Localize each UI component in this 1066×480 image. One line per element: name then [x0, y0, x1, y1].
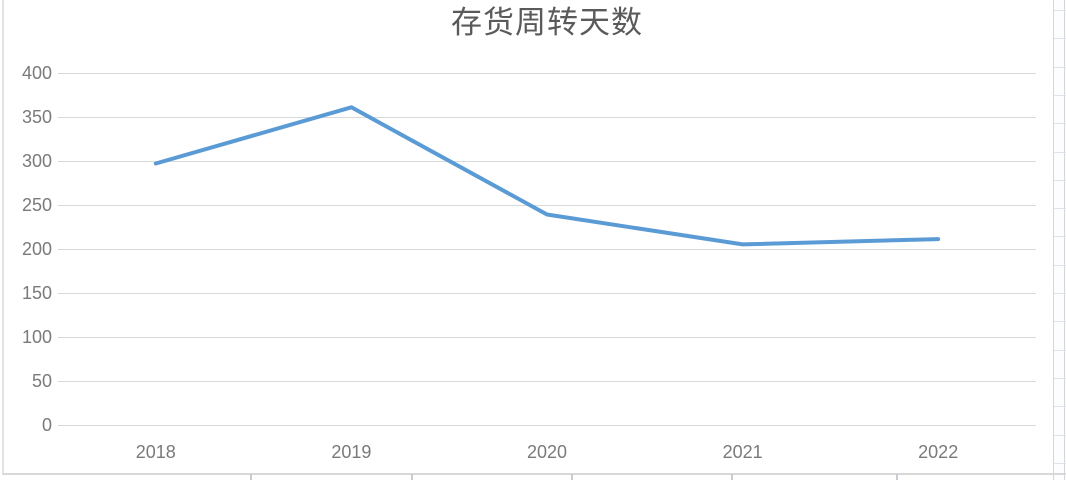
gridline [58, 424, 1036, 426]
sheet-row-line [1054, 435, 1066, 436]
y-axis-tick-label: 300 [21, 150, 52, 171]
x-axis-tick-label: 2021 [722, 442, 763, 462]
sheet-row-line [1054, 95, 1066, 96]
sheet-row-line [1054, 463, 1066, 464]
y-axis-tick-label: 150 [21, 282, 52, 303]
sheet-right-strip[interactable] [1053, 0, 1066, 480]
sheet-column-line [896, 474, 898, 480]
x-axis-tick-label: 2019 [331, 442, 372, 462]
sheet-row-line [1054, 123, 1066, 124]
chart-title: 存货周转天数 [451, 5, 643, 41]
sheet-row-line [1054, 265, 1066, 266]
sheet-row-line [1054, 293, 1066, 294]
sheet-vertical-line [1064, 0, 1065, 480]
y-axis-tick-label: 0 [41, 414, 52, 435]
chart-left-border [2, 0, 4, 473]
sheet-column-line [571, 474, 573, 480]
sheet-column-line [731, 474, 733, 480]
gridline [58, 336, 1036, 338]
sheet-row-line [1054, 67, 1066, 68]
sheet-bottom-line [2, 473, 1066, 475]
sheet-row-line [1054, 350, 1066, 351]
sheet-row-line [1054, 321, 1066, 322]
y-axis-tick-label: 400 [21, 63, 52, 83]
sheet-row-line [1054, 10, 1066, 11]
sheet-row-line [1054, 208, 1066, 209]
x-axis-tick-label: 2020 [526, 442, 568, 462]
y-axis-tick-label: 50 [31, 370, 52, 391]
gridline [58, 160, 1036, 162]
gridline [58, 380, 1036, 382]
sheet-vertical-line [1053, 0, 1054, 480]
sheet-row-line [1054, 236, 1066, 237]
y-axis-tick-label: 200 [21, 238, 52, 259]
gridline [58, 292, 1036, 294]
gridline [58, 116, 1036, 118]
y-axis-tick-label: 250 [21, 194, 52, 215]
chart-card[interactable]: 存货周转天数 0 50 100 150 200 250 300 350 400 2018 2019… [0, 0, 1053, 473]
gridline [58, 204, 1036, 206]
sheet-column-line [250, 474, 252, 480]
sheet-row-line [1054, 406, 1066, 407]
y-axis-tick-label: 350 [21, 106, 52, 127]
sheet-row-line [1054, 38, 1066, 39]
sheet-column-line [411, 474, 413, 480]
plot-area [58, 73, 1036, 426]
sheet-row-line [1054, 378, 1066, 379]
gridline [58, 73, 1036, 74]
x-axis-tick-label: 2018 [135, 442, 176, 462]
sheet-row-line [1054, 180, 1066, 181]
x-axis-tick-label: 2022 [918, 442, 959, 462]
gridline [58, 248, 1036, 250]
y-axis-tick-label: 100 [21, 326, 52, 347]
sheet-row-line [1054, 152, 1066, 153]
